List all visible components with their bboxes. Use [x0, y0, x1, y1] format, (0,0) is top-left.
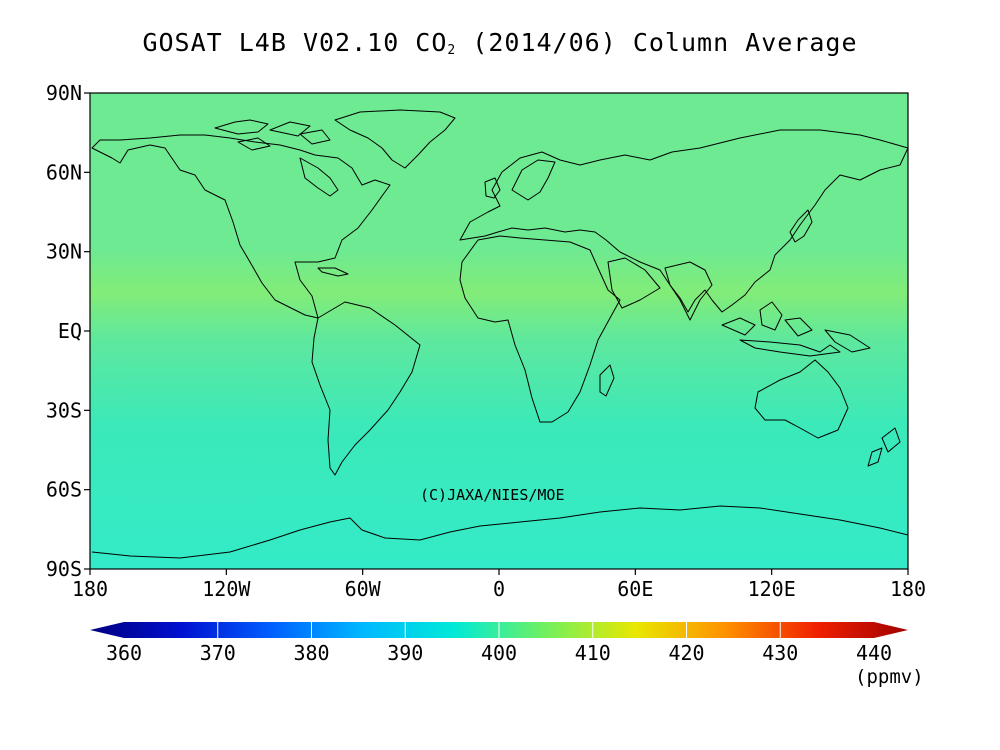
y-tick-label: 30N	[46, 240, 82, 264]
coastline-north-america	[91, 134, 391, 319]
y-tick-label: 90S	[46, 557, 82, 581]
colorbar-label: 430	[762, 641, 798, 665]
coastline-uk	[484, 177, 501, 199]
colorbar-label: 360	[106, 641, 142, 665]
colorbar-label: 390	[387, 641, 423, 665]
chart-title: GOSAT L4B V02.10 CO2 (2014/06) Column Av…	[142, 28, 858, 58]
coastline-new-zealand	[867, 427, 901, 467]
coastline-antarctica	[91, 505, 908, 559]
coastline-australia	[754, 359, 849, 439]
y-tick-label: 90N	[46, 81, 82, 105]
x-tick-label: 120E	[748, 577, 796, 601]
colorbar-label: 410	[575, 641, 611, 665]
copyright-label: (C)JAXA/NIES/MOE	[420, 486, 565, 504]
colorbar-unit: (ppmv)	[855, 666, 924, 688]
x-tick-label: 60E	[617, 577, 653, 601]
y-tick-label: EQ	[58, 319, 82, 343]
colorbar-label: 380	[293, 641, 329, 665]
coastline-greenland	[334, 109, 456, 169]
coastline-arctic-islands	[214, 119, 331, 151]
x-tick-label: 0	[493, 577, 505, 601]
coastline-southeast-asia-islands	[721, 301, 871, 357]
colorbar-label: 440	[856, 641, 892, 665]
y-tick-label: 30S	[46, 398, 82, 422]
x-tick-label: 60W	[345, 577, 382, 601]
x-tick-label: 180	[890, 577, 926, 601]
coastline-arabia	[607, 257, 661, 309]
colorbar-label: 420	[668, 641, 704, 665]
y-tick-label: 60S	[46, 478, 82, 502]
colorbar-label: 370	[200, 641, 236, 665]
coastline-hudson-bay	[299, 157, 339, 197]
co2-field	[90, 93, 908, 569]
coastline-scandinavia	[511, 159, 556, 201]
x-tick-label: 180	[72, 577, 108, 601]
y-tick-label: 60N	[46, 160, 82, 184]
colorbar-label: 400	[481, 641, 517, 665]
coastline-europe	[459, 129, 908, 313]
coastline-madagascar	[599, 364, 615, 397]
coastline-japan	[789, 209, 813, 243]
x-tick-label: 120W	[202, 577, 251, 601]
coastline-south-america	[311, 301, 421, 476]
coastline-india	[664, 261, 713, 321]
coastline-africa	[459, 235, 621, 423]
coastline-cuba	[317, 267, 349, 277]
